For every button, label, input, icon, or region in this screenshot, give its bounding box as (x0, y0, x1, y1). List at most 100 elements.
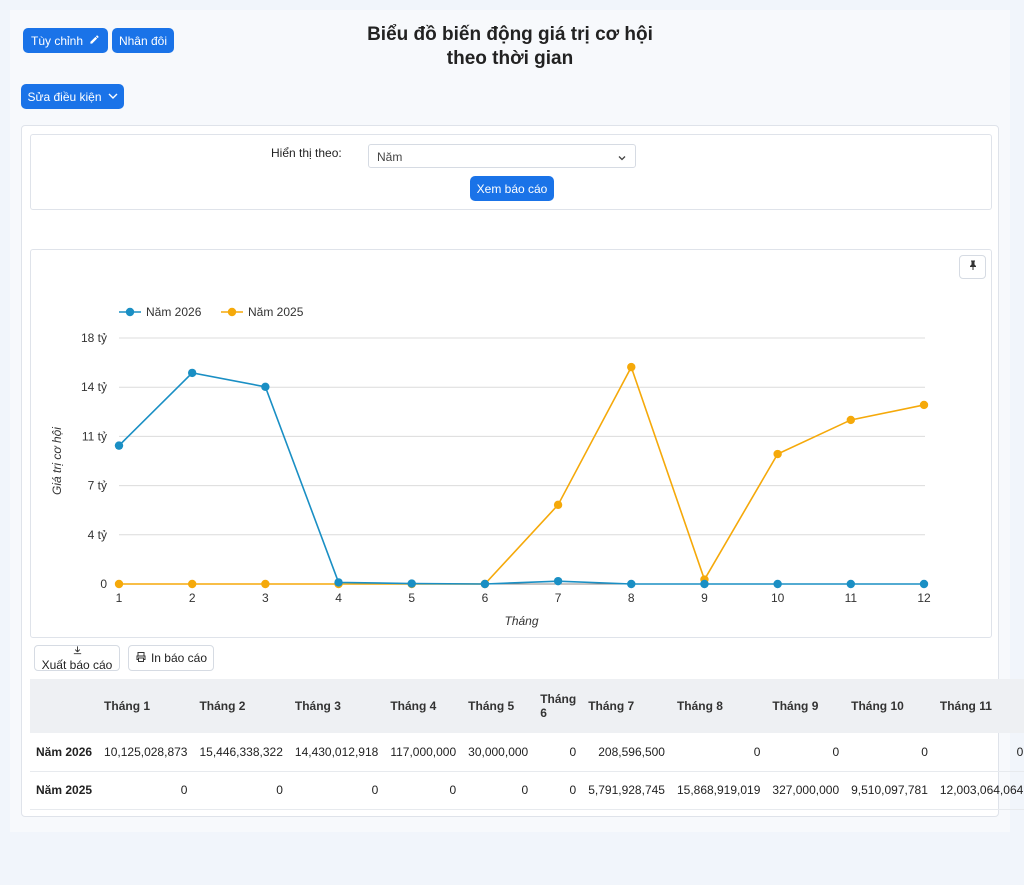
data-point (480, 579, 490, 589)
x-axis-label: Tháng (504, 614, 538, 628)
legend-marker (125, 307, 135, 317)
table-cell: 15,868,919,019 (676, 783, 761, 797)
table-cell: 15,446,338,322 (199, 744, 283, 759)
table-corner-header (30, 679, 98, 733)
display-by-select[interactable]: Năm (368, 144, 636, 168)
chevron-down-icon (108, 90, 118, 104)
y-tick-label: 14 tỷ (81, 380, 107, 394)
column-header: Tháng 4 (390, 699, 437, 713)
x-tick-label: 11 (845, 591, 858, 605)
table-cell: 10,125,028,873 (104, 744, 188, 759)
data-point (187, 579, 197, 589)
x-tick-label: 5 (408, 591, 415, 605)
x-tick-label: 4 (335, 591, 342, 605)
x-tick-label: 8 (628, 591, 635, 605)
table-cell: 0 (276, 783, 283, 797)
x-tick-label: 9 (701, 591, 708, 605)
table-cell: 0 (569, 783, 577, 797)
x-tick-label: 12 (917, 591, 931, 605)
table-cell: 208,596,500 (598, 744, 665, 759)
table-cell: 0 (449, 783, 457, 797)
data-point (553, 576, 563, 586)
table-cell: 30,000,000 (468, 744, 529, 759)
data-point (773, 579, 782, 589)
duplicate-label: Nhân đôi (118, 33, 168, 48)
data-point (187, 368, 197, 378)
column-header: Tháng 11 (939, 699, 992, 713)
x-tick-label: 7 (555, 591, 562, 605)
edit-conditions-label: Sửa điều kiện (27, 89, 102, 104)
data-point (700, 579, 709, 589)
data-point (919, 400, 929, 410)
pin-button[interactable] (959, 255, 986, 279)
print-report-button[interactable]: In báo cáo (128, 645, 214, 671)
table-header-row: Tháng 1 Tháng 2 Tháng 3 Tháng 4 Tháng 5 Tháng… (30, 679, 1024, 733)
column-header: Tháng 2 (199, 699, 246, 713)
data-point (114, 579, 124, 589)
table-row: Năm 2025 0 0 0 0 0 0 5,791,928,745 15,868,919,01… (30, 771, 1024, 809)
table-cell: 0 (371, 783, 379, 797)
customize-button[interactable]: Tùy chỉnh (23, 28, 108, 53)
table-cell: 5,791,928,745 (588, 783, 665, 797)
column-header: Tháng 10 (851, 699, 904, 713)
data-table: Tháng 1 Tháng 2 Tháng 3 Tháng 4 Tháng 5 Tháng… (30, 679, 1024, 810)
column-header: Tháng 1 (104, 699, 151, 713)
printer-icon (135, 651, 147, 666)
filter-panel: Hiển thị theo: Năm Xem báo cáo (30, 134, 992, 210)
y-axis-label: Giá trị cơ hội (50, 427, 64, 495)
column-header: Tháng 5 (468, 699, 515, 713)
view-report-button[interactable]: Xem báo cáo (470, 176, 554, 201)
duplicate-button[interactable]: Nhân đôi (112, 28, 174, 53)
data-point (846, 415, 856, 425)
data-point (407, 579, 416, 588)
column-header: Tháng 3 (294, 699, 341, 713)
report-card: Hiển thị theo: Năm Xem báo cáo 0 4 tỷ 7 tỷ… (21, 125, 1024, 817)
title-line-1: Biểu đồ biến động giá trị cơ hội (367, 24, 653, 45)
print-report-label: In báo cáo (150, 651, 208, 665)
table-cell: 0 (180, 783, 188, 797)
data-point (627, 579, 636, 589)
column-header: Tháng 6 (540, 692, 577, 720)
view-report-label: Xem báo cáo (476, 181, 548, 196)
edit-conditions-button[interactable]: Sửa điều kiện (21, 84, 124, 109)
y-tick-label: 11 tỷ (82, 429, 107, 443)
series-line (119, 365, 925, 585)
column-header: Tháng 9 (772, 699, 819, 713)
customize-label: Tùy chỉnh (30, 33, 84, 48)
export-report-label: Xuất báo cáo (41, 658, 113, 672)
data-point (846, 579, 856, 589)
data-point (261, 382, 270, 391)
row-label: Năm 2026 (36, 744, 93, 759)
data-point (919, 579, 929, 589)
x-tick-label: 6 (482, 591, 489, 605)
table-cell: 0 (832, 744, 840, 759)
y-tick-label: 0 (100, 577, 107, 591)
chevron-down-icon (617, 152, 627, 166)
legend-label: Năm 2026 (146, 305, 202, 319)
column-header: Tháng 8 (676, 699, 723, 713)
y-tick-label: 7 tỷ (88, 479, 107, 493)
display-by-label: Hiển thị theo: (271, 146, 342, 160)
data-point (114, 441, 124, 450)
table-cell: 14,430,012,918 (294, 744, 379, 759)
export-report-button[interactable]: Xuất báo cáo (34, 645, 120, 671)
x-tick-label: 10 (771, 591, 785, 605)
table-cell: 0 (753, 744, 761, 759)
display-by-value: Năm (377, 150, 403, 164)
table-cell: 0 (921, 744, 928, 759)
table-cell: 327,000,000 (772, 783, 840, 797)
download-icon (72, 645, 83, 659)
table-cell: 0 (521, 783, 529, 797)
data-point (261, 579, 270, 589)
table-cell: 9,510,097,781 (851, 783, 928, 797)
legend-label: Năm 2025 (248, 305, 304, 319)
data-point (627, 362, 636, 372)
y-tick-label: 18 tỷ (81, 331, 107, 345)
x-tick-label: 1 (116, 591, 123, 605)
table-cell: 0 (1016, 744, 1024, 759)
x-tick-label: 3 (262, 591, 269, 605)
data-point (334, 578, 343, 587)
page-title: Biểu đồ biến động giá trị cơ hội theo th… (330, 23, 690, 71)
